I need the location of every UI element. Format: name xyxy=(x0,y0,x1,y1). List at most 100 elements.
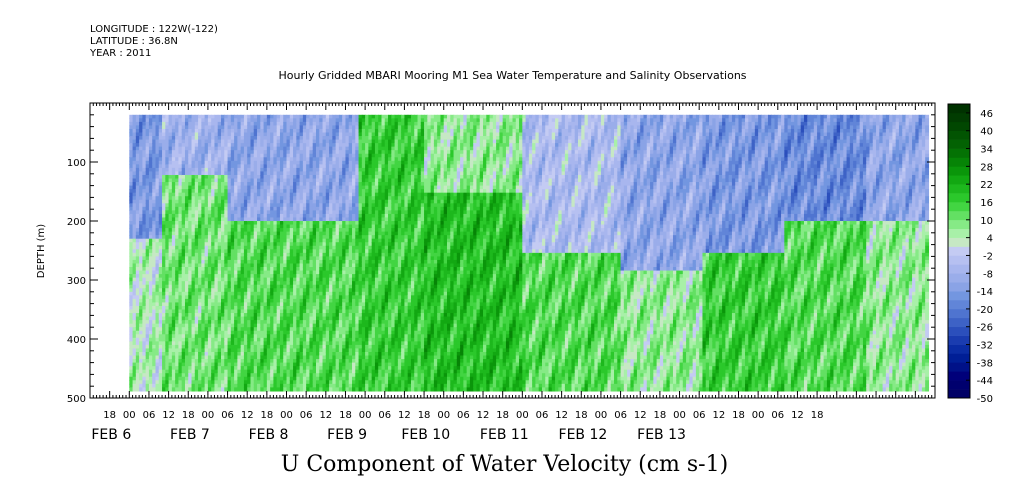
heatmap-cell xyxy=(194,121,199,127)
heatmap-cell xyxy=(132,274,137,279)
heatmap-cell xyxy=(165,313,170,318)
heatmap-cell xyxy=(221,277,225,282)
heatmap-cell xyxy=(211,359,216,364)
heatmap-cell xyxy=(227,185,232,190)
heatmap-cell xyxy=(207,178,212,183)
heatmap-cell xyxy=(198,121,202,127)
heatmap-cell xyxy=(165,298,170,304)
heatmap-cell xyxy=(184,327,189,332)
heatmap-cell xyxy=(194,277,199,282)
heatmap-cell xyxy=(168,171,173,176)
heatmap-cell xyxy=(139,348,144,353)
heatmap-cell xyxy=(234,249,238,254)
heatmap-cell xyxy=(148,114,153,119)
heatmap-cell xyxy=(217,267,222,272)
heatmap-cell xyxy=(227,196,232,201)
heatmap-cell xyxy=(191,231,196,236)
heatmap-cell xyxy=(158,139,163,144)
heatmap-cell xyxy=(148,274,153,279)
heatmap-cell xyxy=(198,330,202,335)
heatmap-cell xyxy=(207,143,212,148)
heatmap-cell xyxy=(227,231,232,236)
heatmap-cell xyxy=(142,351,147,357)
heatmap-cell xyxy=(178,203,183,208)
heatmap-cell xyxy=(155,206,160,211)
heatmap-cell xyxy=(132,143,137,148)
heatmap-cell xyxy=(168,355,173,360)
heatmap-cell xyxy=(148,327,153,332)
heatmap-cell xyxy=(217,387,222,392)
heatmap-cell xyxy=(237,164,242,169)
heatmap-cell xyxy=(207,174,212,180)
heatmap-cell xyxy=(142,224,147,229)
heatmap-cell xyxy=(217,309,222,314)
heatmap-cell xyxy=(204,252,209,257)
heatmap-cell xyxy=(139,295,144,300)
heatmap-cell xyxy=(194,231,199,236)
heatmap-cell xyxy=(152,376,157,381)
heatmap-cell xyxy=(158,224,163,229)
heatmap-cell xyxy=(214,348,219,353)
heatmap-cell xyxy=(135,125,140,130)
heatmap-cell xyxy=(188,192,193,197)
heatmap-cell xyxy=(221,224,225,229)
heatmap-cell xyxy=(201,267,206,272)
heatmap-cell xyxy=(234,337,238,342)
heatmap-cell xyxy=(132,221,137,226)
heatmap-cell xyxy=(204,203,209,208)
heatmap-cell xyxy=(132,313,137,318)
heatmap-cell xyxy=(211,210,216,215)
heatmap-field xyxy=(129,114,930,392)
heatmap-cell xyxy=(158,252,163,257)
heatmap-cell xyxy=(217,313,222,318)
heatmap-cell xyxy=(224,309,229,314)
heatmap-cell xyxy=(145,235,150,240)
heatmap-cell xyxy=(214,146,219,151)
heatmap-cell xyxy=(129,267,134,272)
heatmap-cell xyxy=(204,295,209,300)
heatmap-cell xyxy=(224,206,229,211)
heatmap-cell xyxy=(198,380,202,385)
heatmap-cell xyxy=(188,224,193,229)
heatmap-cell xyxy=(175,313,180,318)
heatmap-cell xyxy=(148,337,153,342)
heatmap-cell xyxy=(175,238,180,243)
heatmap-cell xyxy=(152,192,157,197)
heatmap-cell xyxy=(204,369,209,374)
heatmap-cell xyxy=(221,118,225,123)
heatmap-cell xyxy=(198,231,202,236)
heatmap-cell xyxy=(129,164,134,169)
heatmap-cell xyxy=(155,305,160,311)
heatmap-cell xyxy=(168,298,173,304)
heatmap-cell xyxy=(171,359,176,364)
heatmap-cell xyxy=(191,217,196,222)
heatmap-cell xyxy=(132,330,137,335)
heatmap-cell xyxy=(152,160,157,165)
heatmap-cell xyxy=(234,277,238,282)
heatmap-cell xyxy=(204,224,209,229)
heatmap-cell xyxy=(191,242,196,247)
heatmap-cell xyxy=(168,344,173,350)
heatmap-cell xyxy=(237,316,242,321)
heatmap-cell xyxy=(224,341,229,346)
heatmap-cell xyxy=(184,316,189,321)
heatmap-cell xyxy=(145,217,150,222)
heatmap-cell xyxy=(178,238,183,243)
heatmap-cell xyxy=(132,139,137,144)
heatmap-cell xyxy=(227,323,232,328)
heatmap-cell xyxy=(145,182,150,187)
heatmap-cell xyxy=(158,206,163,211)
heatmap-cell xyxy=(135,259,140,265)
heatmap-cell xyxy=(148,228,153,233)
heatmap-cell xyxy=(135,369,140,374)
heatmap-cell xyxy=(129,125,134,130)
heatmap-cell xyxy=(237,210,242,215)
heatmap-cell xyxy=(158,118,163,123)
heatmap-cell xyxy=(234,128,238,134)
heatmap-cell xyxy=(139,298,144,304)
heatmap-cell xyxy=(230,249,235,254)
heatmap-cell xyxy=(165,344,170,350)
heatmap-cell xyxy=(155,327,160,332)
heatmap-cell xyxy=(175,228,180,233)
heatmap-cell xyxy=(201,174,206,180)
